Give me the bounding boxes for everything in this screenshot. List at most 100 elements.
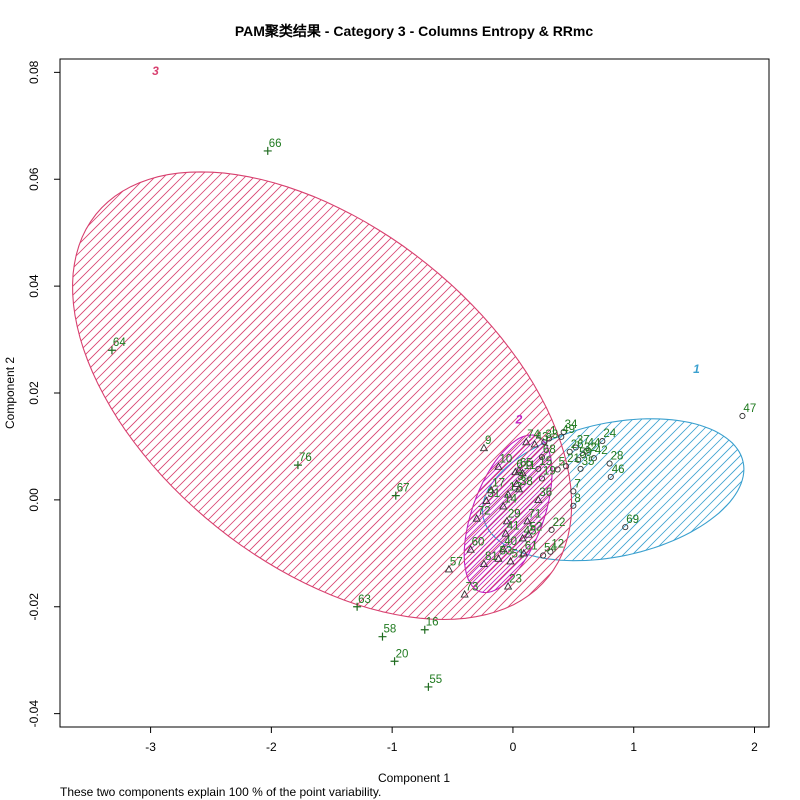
plus-marker [424, 682, 433, 691]
plus-marker [391, 491, 400, 500]
point-19: 19 [538, 466, 556, 482]
circle-marker [538, 454, 545, 461]
point-label: 23 [509, 573, 522, 585]
triangle-marker [487, 485, 496, 494]
point-44: 44 [583, 438, 601, 454]
point-72: 72 [472, 506, 491, 522]
point-69: 69 [622, 514, 639, 531]
point-label: 65 [520, 457, 533, 469]
cluster-2-label: 2 [515, 412, 523, 426]
x-tick-label: 0 [510, 740, 517, 754]
point-label: 36 [539, 487, 552, 499]
point-38: 38 [514, 476, 533, 493]
point-label: 16 [426, 617, 439, 629]
point-label: 17 [492, 477, 505, 489]
triangle-marker [512, 479, 521, 487]
point-5: 5 [554, 456, 565, 473]
point-35: 35 [577, 456, 595, 472]
circle-marker [607, 473, 614, 480]
point-14: 14 [499, 493, 518, 510]
point-65: 65 [514, 457, 533, 474]
point-24: 24 [599, 428, 617, 445]
point-21: 21 [563, 453, 580, 470]
circle-marker [622, 524, 629, 531]
triangle-marker [482, 496, 491, 504]
point-label: 21 [567, 453, 580, 465]
point-label: 66 [269, 138, 282, 150]
point-66: 66 [263, 138, 282, 155]
point-label: 37 [577, 435, 590, 447]
point-label: 40 [504, 536, 517, 548]
point-9: 9 [479, 435, 491, 452]
circle-marker [570, 488, 577, 495]
circle-marker [575, 456, 582, 463]
point-36: 36 [534, 487, 552, 503]
circle-marker [739, 412, 746, 420]
circle-marker [535, 465, 542, 472]
triangle-marker [514, 465, 524, 474]
point-label: 57 [450, 556, 463, 568]
triangle-marker [479, 443, 489, 452]
circle-marker [583, 447, 590, 454]
point-label: 61 [525, 540, 538, 552]
point-1: 1 [546, 425, 557, 442]
point-label: 24 [603, 428, 616, 440]
point-label: 68 [543, 444, 556, 456]
triangle-marker [499, 544, 508, 553]
point-label: 59 [579, 447, 592, 459]
triangle-marker [519, 548, 528, 557]
point-label: 13 [509, 482, 522, 494]
y-axis-label: Component 2 [3, 357, 17, 429]
point-label: 14 [504, 493, 517, 505]
x-tick-label: 2 [751, 740, 758, 754]
point-63: 63 [353, 594, 371, 611]
point-55: 55 [424, 674, 442, 691]
triangle-marker [444, 564, 454, 573]
point-label: 44 [588, 438, 601, 450]
point-label: 81 [485, 551, 498, 563]
circle-marker [570, 502, 577, 509]
point-label: 9 [485, 435, 491, 447]
point-label: 22 [553, 517, 566, 529]
point-label: 35 [582, 456, 595, 468]
point-label: 28 [611, 451, 624, 463]
cluster-1-ellipse [481, 418, 745, 562]
triangle-marker [460, 589, 469, 598]
point-73: 73 [460, 581, 478, 598]
cluster-3-label: 3 [152, 64, 159, 78]
point-label: 63 [358, 594, 371, 606]
triangle-marker [503, 490, 513, 498]
point-17: 17 [487, 477, 505, 494]
triangle-marker [499, 501, 508, 510]
y-tick-label: 0.08 [27, 60, 41, 84]
y-tick-label: 0.02 [27, 381, 41, 405]
circle-marker [563, 463, 570, 470]
point-label: 3 [518, 471, 524, 483]
y-tick-label: 0.00 [27, 488, 41, 512]
point-label: 67 [397, 483, 410, 495]
x-axis: -3 -2 -1 0 1 2 [145, 727, 758, 754]
point-10: 10 [494, 454, 512, 470]
point-46: 46 [607, 464, 625, 480]
point-54: 54 [540, 542, 558, 559]
point-71: 71 [523, 508, 541, 525]
chart-title: PAM聚类结果 - Category 3 - Columns Entropy &… [235, 23, 594, 39]
point-label: 26 [571, 439, 584, 451]
point-label: 46 [612, 464, 625, 476]
point-label: 41 [507, 521, 520, 533]
point-43: 43 [530, 431, 548, 448]
plus-marker [353, 602, 362, 611]
point-42: 42 [590, 445, 608, 462]
circle-marker [546, 435, 553, 442]
point-label: 33 [545, 429, 558, 441]
cluster-1-label: 1 [693, 362, 700, 376]
plus-marker [107, 346, 116, 355]
triangle-marker [511, 467, 520, 476]
circle-marker [560, 428, 567, 436]
chart-subtitle: These two components explain 100 % of th… [60, 785, 381, 799]
triangle-marker [518, 533, 527, 542]
point-label: 6 [516, 459, 522, 471]
point-34: 34 [560, 419, 578, 436]
